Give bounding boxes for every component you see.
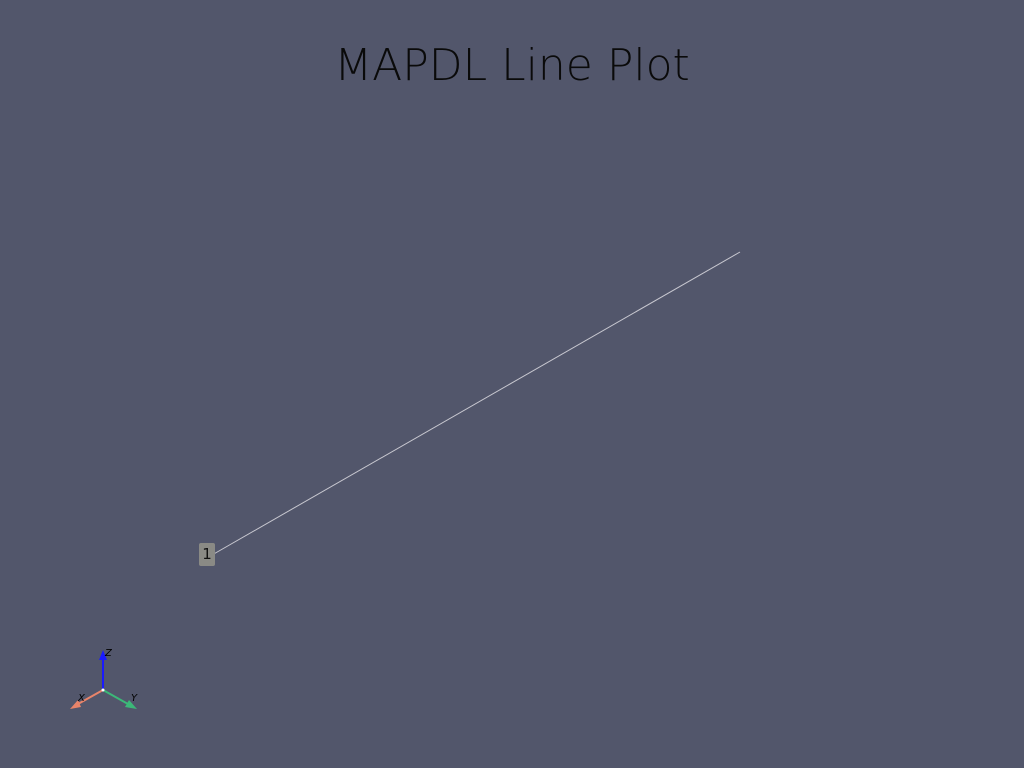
y-axis	[102, 689, 129, 705]
triad-origin	[101, 688, 105, 692]
x-axis-label: X	[77, 693, 86, 704]
y-axis-label: Y	[131, 693, 138, 704]
line-1	[211, 251, 741, 556]
z-arrow-icon	[99, 650, 107, 660]
x-axis	[77, 689, 104, 705]
line-number-label: 1	[199, 543, 215, 566]
x-arrow-icon	[70, 700, 81, 709]
axes-triad: Z X Y	[70, 648, 138, 709]
z-axis-label: Z	[104, 648, 113, 659]
y-arrow-icon	[125, 700, 137, 709]
plot-title: MAPDL Line Plot	[334, 40, 690, 91]
